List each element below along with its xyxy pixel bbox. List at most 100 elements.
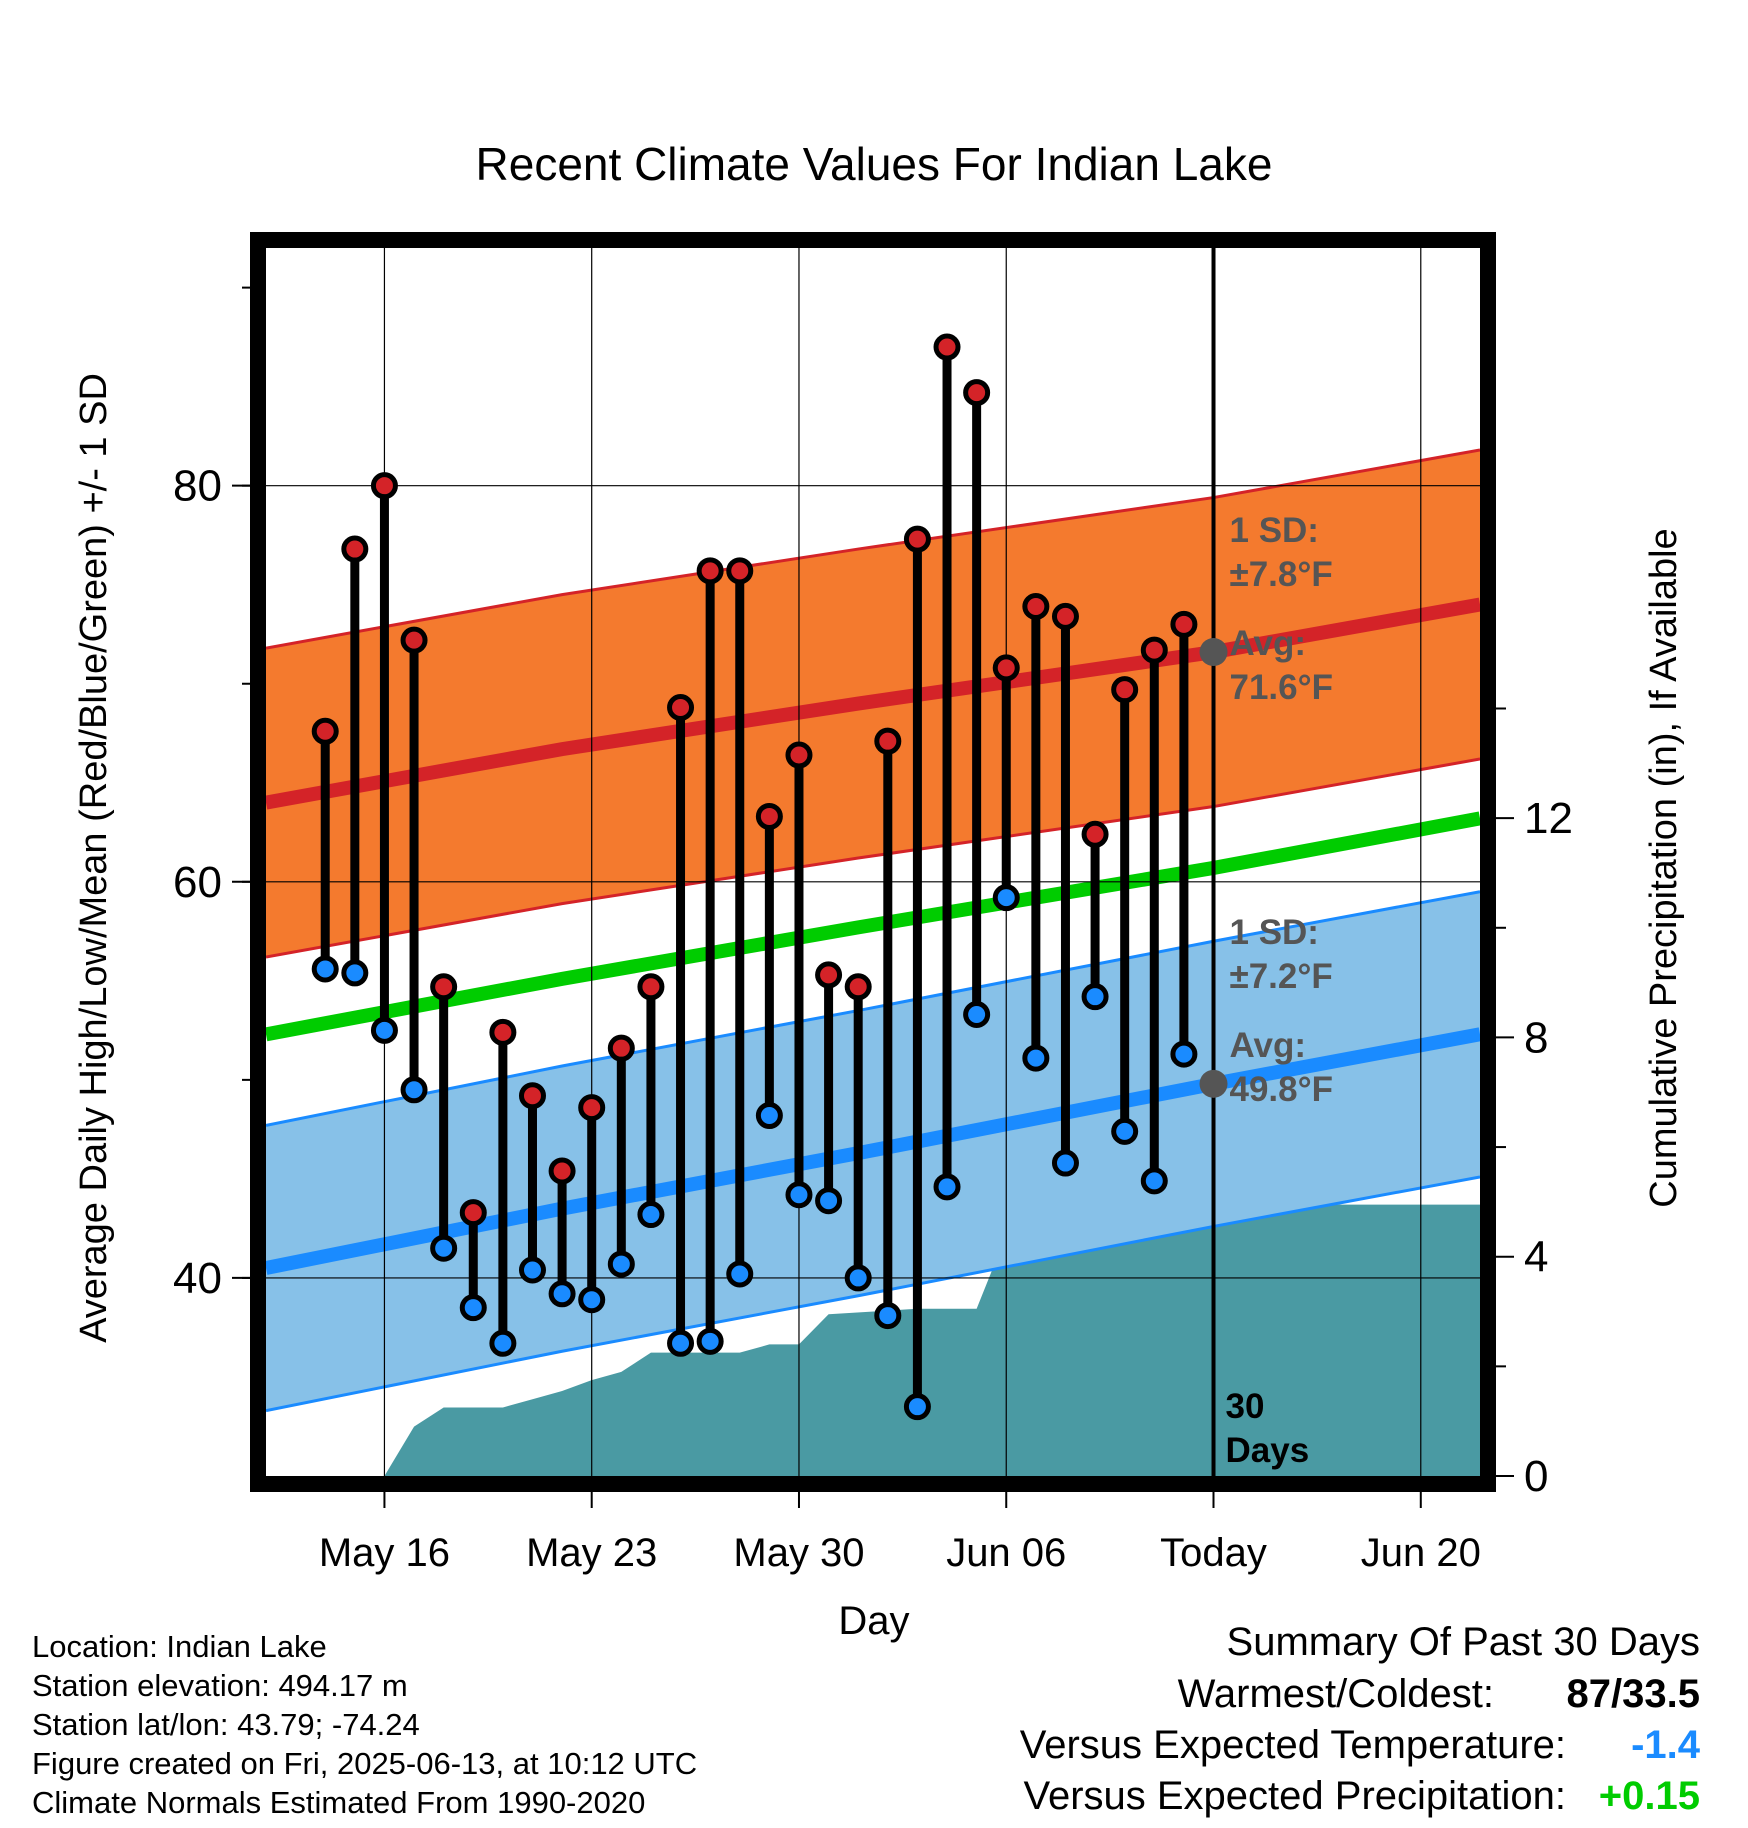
high-lower-sd-line bbox=[266, 757, 1480, 959]
y-tick-label: 80 bbox=[173, 462, 222, 511]
mean-normal-line bbox=[266, 811, 1480, 1042]
low-sd-value: ±7.2°F bbox=[1230, 957, 1333, 996]
x-tick-label: May 23 bbox=[526, 1531, 657, 1575]
temp-vs-expected-label: Versus Expected Temperature: bbox=[1019, 1723, 1566, 1767]
high-upper-sd-line bbox=[266, 448, 1480, 650]
obs-high-point bbox=[548, 1157, 576, 1185]
high-avg-value: 71.6°F bbox=[1230, 668, 1334, 707]
obs-low-point bbox=[992, 884, 1020, 912]
obs-high-point bbox=[1022, 592, 1050, 620]
obs-low-point bbox=[518, 1256, 546, 1284]
obs-high-point bbox=[637, 973, 665, 1001]
today-low-normal-marker bbox=[1199, 1069, 1228, 1098]
plot-area: 1 SD: ±7.8°F Avg: 71.6°F 1 SD: ±7.2°F Avg: 49.8… bbox=[173, 232, 1573, 1575]
obs-low-point bbox=[1111, 1117, 1139, 1145]
obs-low-point bbox=[400, 1076, 428, 1104]
low-avg-value: 49.8°F bbox=[1230, 1070, 1334, 1109]
obs-high-point bbox=[578, 1094, 606, 1122]
latlon-text: Station lat/lon: 43.79; -74.24 bbox=[32, 1707, 420, 1742]
obs-low-point bbox=[578, 1286, 606, 1314]
elevation-text: Station elevation: 494.17 m bbox=[32, 1668, 408, 1703]
low-sd-label: 1 SD: bbox=[1230, 913, 1319, 952]
obs-high-point bbox=[696, 557, 724, 585]
y2-axis-label: Cumulative Precipitation (in), If Availa… bbox=[1643, 528, 1685, 1207]
obs-high-point bbox=[1170, 610, 1198, 638]
obs-high-point bbox=[489, 1018, 517, 1046]
extremes-label: Warmest/Coldest: bbox=[1177, 1672, 1494, 1716]
today-high-normal-marker bbox=[1199, 638, 1228, 667]
precip-vs-expected-value: +0.15 bbox=[1598, 1774, 1700, 1818]
x-axis-label: Day bbox=[838, 1599, 909, 1643]
chart-title: Recent Climate Values For Indian Lake bbox=[476, 138, 1273, 190]
obs-low-point bbox=[963, 1001, 991, 1029]
obs-high-point bbox=[726, 557, 754, 585]
obs-high-point bbox=[607, 1034, 635, 1062]
obs-low-point bbox=[696, 1327, 724, 1355]
high-normal-line bbox=[266, 597, 1480, 810]
y2-tick-label: 8 bbox=[1524, 1013, 1548, 1062]
obs-high-point bbox=[459, 1199, 487, 1227]
x-tick-label: Jun 20 bbox=[1361, 1531, 1481, 1575]
obs-low-point bbox=[874, 1302, 902, 1330]
obs-high-point bbox=[311, 717, 339, 745]
y-tick-label: 40 bbox=[173, 1254, 222, 1303]
created-text: Figure created on Fri, 2025-06-13, at 10… bbox=[32, 1746, 698, 1781]
obs-high-point bbox=[1140, 636, 1168, 664]
x-tick-label: Today bbox=[1160, 1531, 1267, 1575]
obs-low-point bbox=[1081, 983, 1109, 1011]
x-tick-label: Jun 06 bbox=[946, 1531, 1066, 1575]
obs-low-point bbox=[489, 1329, 517, 1357]
obs-high-point bbox=[341, 535, 369, 563]
obs-high-point bbox=[370, 472, 398, 500]
window-label-unit: Days bbox=[1226, 1431, 1310, 1470]
obs-high-point bbox=[903, 525, 931, 553]
obs-high-point bbox=[1111, 676, 1139, 704]
obs-low-point bbox=[933, 1173, 961, 1201]
y2-tick-label: 12 bbox=[1524, 794, 1573, 843]
obs-high-point bbox=[430, 973, 458, 1001]
obs-low-point bbox=[1022, 1044, 1050, 1072]
obs-low-point bbox=[755, 1102, 783, 1130]
window-label-number: 30 bbox=[1226, 1387, 1265, 1426]
obs-high-point bbox=[874, 727, 902, 755]
obs-high-point bbox=[844, 973, 872, 1001]
obs-low-point bbox=[903, 1393, 931, 1421]
obs-low-point bbox=[667, 1329, 695, 1357]
obs-low-point bbox=[548, 1280, 576, 1308]
obs-high-point bbox=[963, 379, 991, 407]
high-sd-value: ±7.8°F bbox=[1230, 555, 1333, 594]
precip-vs-expected-label: Versus Expected Precipitation: bbox=[1023, 1774, 1566, 1818]
obs-low-point bbox=[459, 1294, 487, 1322]
obs-high-point bbox=[400, 626, 428, 654]
obs-low-point bbox=[785, 1181, 813, 1209]
temp-vs-expected-value: -1.4 bbox=[1631, 1723, 1700, 1767]
obs-low-point bbox=[1170, 1040, 1198, 1068]
obs-high-point bbox=[755, 802, 783, 830]
obs-high-point bbox=[667, 694, 695, 722]
obs-high-point bbox=[1051, 602, 1079, 630]
x-tick-label: May 30 bbox=[733, 1531, 864, 1575]
obs-low-point bbox=[607, 1250, 635, 1278]
y2-tick-label: 4 bbox=[1524, 1233, 1548, 1282]
precipitation-area bbox=[384, 1204, 1480, 1476]
normals-text: Climate Normals Estimated From 1990-2020 bbox=[32, 1785, 646, 1820]
extremes-value: 87/33.5 bbox=[1566, 1672, 1700, 1716]
obs-low-point bbox=[844, 1264, 872, 1292]
obs-low-point bbox=[815, 1187, 843, 1215]
summary-title: Summary Of Past 30 Days bbox=[1226, 1620, 1700, 1664]
y-axis-label: Average Daily High/Low/Mean (Red/Blue/Gr… bbox=[73, 373, 115, 1343]
obs-high-point bbox=[933, 333, 961, 361]
obs-low-point bbox=[726, 1260, 754, 1288]
obs-high-point bbox=[785, 741, 813, 769]
obs-low-point bbox=[341, 959, 369, 987]
obs-low-point bbox=[370, 1016, 398, 1044]
low-avg-label: Avg: bbox=[1230, 1026, 1306, 1065]
plot-frame bbox=[250, 232, 1496, 1492]
location-text: Location: Indian Lake bbox=[32, 1629, 327, 1664]
obs-high-point bbox=[518, 1082, 546, 1110]
obs-high-point bbox=[815, 961, 843, 989]
obs-low-point bbox=[637, 1201, 665, 1229]
low-lower-sd-line bbox=[266, 1175, 1480, 1413]
obs-high-point bbox=[992, 654, 1020, 682]
